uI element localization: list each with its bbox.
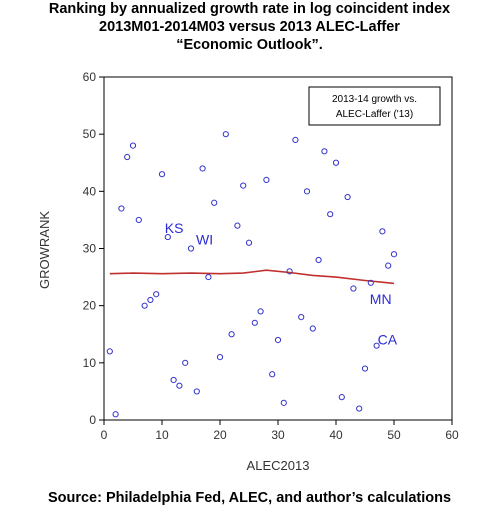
- fit-line: [109, 269, 395, 285]
- data-point: [112, 411, 119, 418]
- data-point: [338, 394, 345, 401]
- data-point: [182, 359, 189, 366]
- data-point: [274, 336, 282, 344]
- plot-frame: [103, 76, 453, 421]
- data-point: [199, 165, 206, 172]
- data-point: [170, 376, 177, 384]
- data-point: [280, 399, 287, 406]
- state-label-ca: CA: [378, 332, 398, 348]
- data-point: [251, 319, 258, 326]
- data-point: [292, 136, 299, 143]
- data-point: [309, 325, 316, 332]
- data-point: [321, 148, 328, 155]
- data-point: [245, 239, 253, 246]
- x-tick-label: 0: [101, 428, 108, 442]
- x-tick-label: 60: [445, 428, 459, 442]
- x-axis-label: ALEC2013: [247, 458, 310, 473]
- data-point: [135, 216, 142, 224]
- data-point: [141, 302, 148, 309]
- data-point: [187, 245, 195, 252]
- state-label-ks: KS: [165, 220, 184, 236]
- y-axis-label: GROWRANK: [37, 211, 52, 289]
- data-point: [153, 291, 160, 298]
- y-tick-label: 30: [83, 242, 97, 256]
- data-point: [390, 251, 398, 258]
- data-point: [147, 296, 154, 304]
- data-point: [222, 131, 229, 138]
- data-point: [332, 159, 340, 166]
- legend: 2013-14 growth vs. ALEC-Laffer ('13): [308, 86, 441, 126]
- data-point: [193, 388, 200, 395]
- legend-line-2: ALEC-Laffer ('13): [336, 109, 413, 120]
- x-tick-label: 30: [271, 428, 285, 442]
- data-point: [158, 171, 166, 178]
- title-line-1: Ranking by annualized growth rate in log…: [48, 1, 451, 17]
- data-point: [124, 153, 131, 161]
- state-label-wi: WI: [196, 232, 213, 248]
- y-tick-label: 60: [83, 70, 97, 84]
- data-point: [257, 308, 264, 315]
- x-tick-label: 10: [155, 428, 169, 442]
- data-point: [118, 205, 125, 212]
- data-point: [356, 405, 363, 412]
- data-point: [385, 262, 392, 269]
- chart-title: Ranking by annualized growth rate in log…: [0, 0, 499, 54]
- legend-box: [308, 86, 441, 126]
- data-point: [176, 382, 183, 389]
- data-point: [129, 142, 137, 149]
- source-note: Source: Philadelphia Fed, ALEC, and auth…: [47, 490, 452, 506]
- data-point: [286, 268, 293, 275]
- data-point: [263, 176, 270, 183]
- data-point: [211, 199, 218, 206]
- data-point: [367, 279, 374, 286]
- y-tick-label: 50: [83, 127, 97, 141]
- y-tick-label: 40: [83, 184, 97, 198]
- data-point: [269, 371, 276, 378]
- x-tick-label: 50: [387, 428, 401, 442]
- data-point: [205, 273, 212, 281]
- title-line-2: 2013M01-2014M03 versus 2013 ALEC-Laffer: [99, 19, 400, 35]
- data-point: [344, 193, 351, 201]
- data-point: [379, 228, 386, 235]
- state-label-mn: MN: [370, 291, 392, 307]
- x-tick-label: 40: [329, 428, 343, 442]
- title-line-3: “Economic Outlook”.: [176, 37, 323, 53]
- data-point: [164, 233, 171, 241]
- x-tick-label: 20: [213, 428, 227, 442]
- data-point: [315, 256, 322, 264]
- data-point: [216, 354, 224, 361]
- data-point: [303, 188, 311, 195]
- data-point: [350, 285, 357, 292]
- data-point: [228, 331, 235, 338]
- data-point: [373, 342, 380, 349]
- data-point: [298, 314, 305, 321]
- y-tick-label: 20: [83, 299, 97, 313]
- y-tick-label: 0: [89, 413, 96, 427]
- data-point: [106, 348, 113, 355]
- data-point: [327, 211, 334, 218]
- data-point: [361, 365, 369, 372]
- data-point: [234, 222, 241, 229]
- legend-line-1: 2013-14 growth vs.: [332, 94, 417, 105]
- y-tick-label: 10: [83, 356, 97, 370]
- data-point: [240, 182, 247, 189]
